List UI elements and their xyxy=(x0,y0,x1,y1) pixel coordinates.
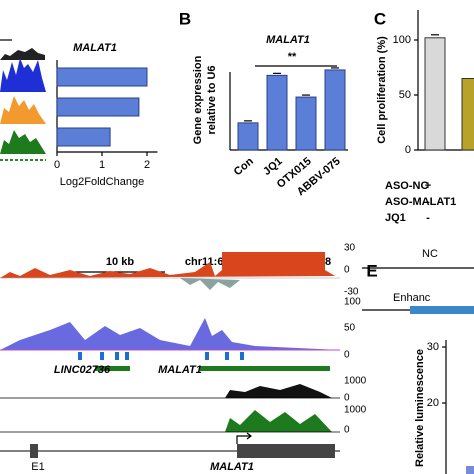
enhancer-box xyxy=(410,306,474,314)
gene-label: MALAT1 xyxy=(158,364,202,376)
track-scale: 100 xyxy=(344,297,361,308)
row-value: - xyxy=(426,196,430,208)
row-label: ASO-MALAT1 xyxy=(385,196,456,208)
partial-bar xyxy=(466,466,474,474)
bar xyxy=(56,97,140,117)
track-scale: 0 xyxy=(344,265,350,276)
tick-label: 100 xyxy=(393,34,411,46)
gene-label: LINC02736 xyxy=(54,364,111,376)
track-scale: 0 xyxy=(344,393,350,404)
track-scale: -30 xyxy=(344,287,359,298)
track-scale: 50 xyxy=(344,323,356,334)
track-scale: 1000 xyxy=(344,405,367,416)
panel-b-ylabel: Gene expression xyxy=(192,55,204,144)
tick-label: 2 xyxy=(144,159,150,171)
bar xyxy=(461,78,474,151)
row-value: + xyxy=(425,180,431,192)
track-scale: 0 xyxy=(344,425,350,436)
tick-label: 50 xyxy=(399,89,411,101)
panel-c-ylabel: Cell proliferation (%) xyxy=(376,36,388,144)
panel-a-tracks xyxy=(0,39,46,161)
bar xyxy=(424,37,446,151)
track-scale: 0 xyxy=(344,350,350,361)
construct-label: Enhanc xyxy=(393,292,431,304)
bar xyxy=(324,69,346,151)
element-label: E1 xyxy=(31,461,44,473)
construct-label: NC xyxy=(422,248,438,260)
panel-e-label: E xyxy=(366,261,377,280)
row-value: - xyxy=(426,212,430,224)
bar xyxy=(237,122,259,151)
panel-c-label: C xyxy=(374,9,386,28)
row-label: ASO-NC xyxy=(385,180,428,192)
track-scale: 1000 xyxy=(344,376,367,387)
track-scale: 30 xyxy=(344,243,356,254)
tick-label: 0 xyxy=(54,159,60,171)
bar xyxy=(295,96,317,151)
row-label: JQ1 xyxy=(385,212,406,224)
tick-label: 30 xyxy=(427,341,439,353)
bar xyxy=(56,67,148,87)
category-label: Con xyxy=(232,155,256,178)
tick-label: 1 xyxy=(99,159,105,171)
significance: ** xyxy=(288,51,297,63)
panel-a-xlabel: Log2FoldChange xyxy=(60,176,144,188)
panel-b-ylabel: relative to U6 xyxy=(206,65,218,134)
gene-label: MALAT1 xyxy=(210,461,254,473)
panel-b-label: B xyxy=(179,9,191,28)
panel-a-title: MALAT1 xyxy=(73,42,117,54)
panel-e-ylabel: Relative luminescence xyxy=(414,349,426,467)
category-label: JQ1 xyxy=(261,155,285,178)
tick-label: 20 xyxy=(427,397,439,409)
panel-d-tracks xyxy=(0,252,340,458)
tick-label: 0 xyxy=(405,144,411,156)
bar xyxy=(266,74,288,151)
bar xyxy=(56,127,111,147)
panel-b-title: MALAT1 xyxy=(266,34,310,46)
scale-label: 10 kb xyxy=(106,256,134,268)
